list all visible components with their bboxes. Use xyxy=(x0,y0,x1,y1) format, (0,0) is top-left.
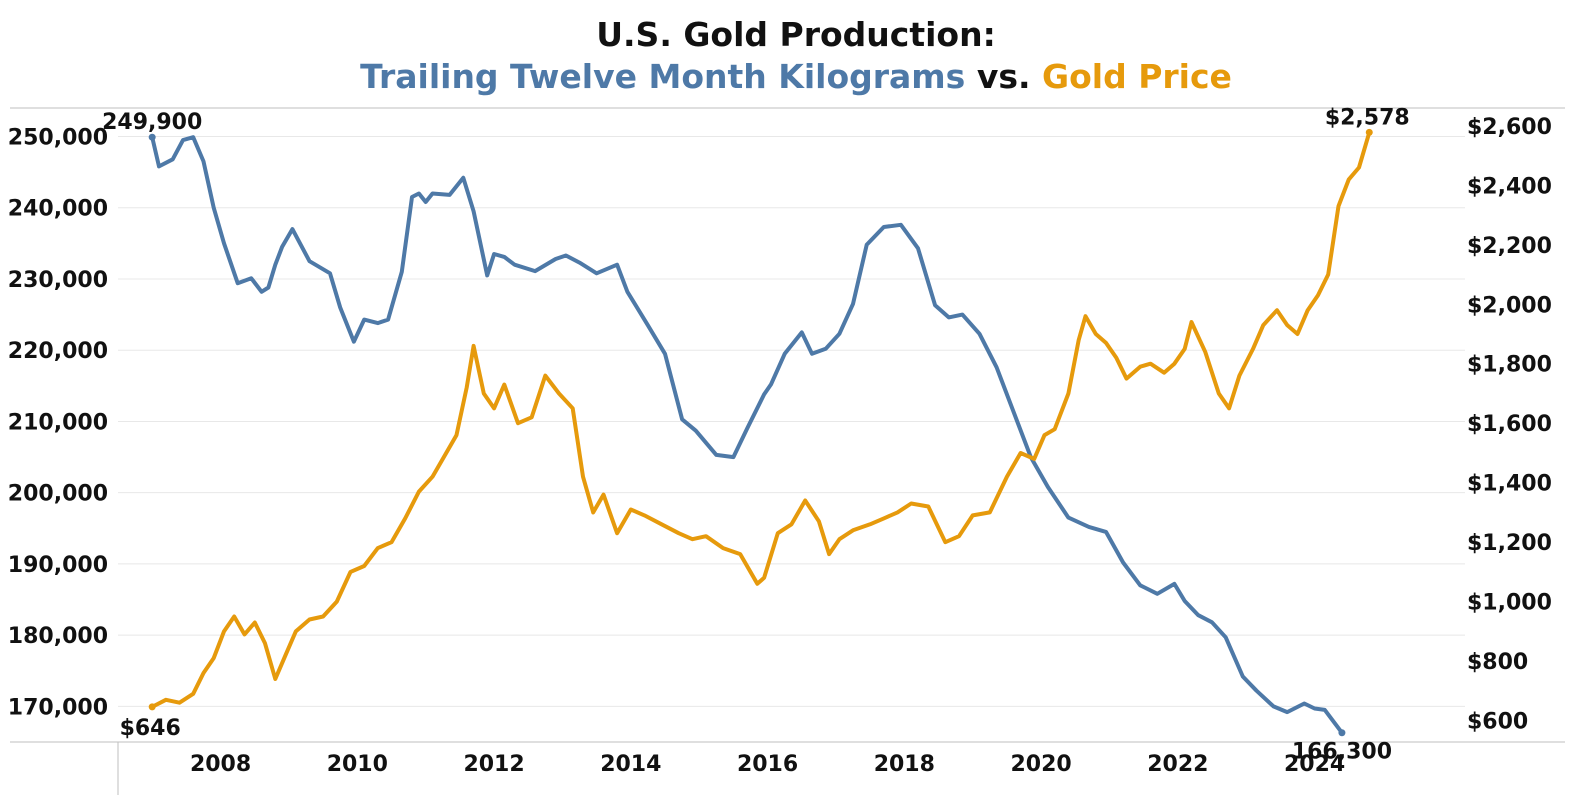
y-left-tick-label: 240,000 xyxy=(8,197,108,222)
y-left-tick-label: 220,000 xyxy=(8,339,108,364)
y-right-tick-label: $800 xyxy=(1467,650,1528,675)
production-end-point xyxy=(1338,729,1346,737)
x-tick-label: 2018 xyxy=(874,752,935,777)
chart-subtitle: Trailing Twelve Month Kilograms vs. Gold… xyxy=(0,56,1592,98)
x-tick-label: 2020 xyxy=(1010,752,1071,777)
y-left-tick-label: 250,000 xyxy=(8,125,108,150)
production-start-label: 249,900 xyxy=(102,110,202,135)
production-series-line xyxy=(150,135,1344,735)
y-left-tick-label: 190,000 xyxy=(8,553,108,578)
production-end-label: 166,300 xyxy=(1292,740,1392,765)
price-end-point xyxy=(1365,128,1373,136)
price-start-label: $646 xyxy=(120,716,181,741)
y-right-tick-label: $1,200 xyxy=(1467,531,1552,556)
chart-title-block: U.S. Gold Production: Trailing Twelve Mo… xyxy=(0,14,1592,98)
x-tick-label: 2012 xyxy=(463,752,524,777)
price-start-point xyxy=(148,703,156,711)
subtitle-price: Gold Price xyxy=(1042,57,1232,96)
price-series-line xyxy=(150,130,1372,709)
y-right-tick-label: $2,400 xyxy=(1467,174,1552,199)
y-right-tick-label: $600 xyxy=(1467,710,1528,735)
x-tick-label: 2024 xyxy=(1284,752,1345,777)
price-end-label: $2,578 xyxy=(1325,105,1410,130)
x-tick-label: 2016 xyxy=(737,752,798,777)
y-right-tick-label: $1,000 xyxy=(1467,591,1552,616)
production-start-point xyxy=(148,133,156,141)
subtitle-production: Trailing Twelve Month Kilograms xyxy=(360,57,966,96)
y-left-tick-label: 210,000 xyxy=(8,410,108,435)
y-right-tick-label: $2,600 xyxy=(1467,115,1552,140)
y-right-tick-label: $2,000 xyxy=(1467,293,1552,318)
x-tick-label: 2010 xyxy=(327,752,388,777)
y-right-tick-label: $1,600 xyxy=(1467,412,1552,437)
y-left-tick-label: 200,000 xyxy=(8,482,108,507)
x-tick-label: 2014 xyxy=(600,752,661,777)
x-tick-label: 2022 xyxy=(1147,752,1208,777)
y-right-tick-label: $1,400 xyxy=(1467,472,1552,497)
y-right-tick-label: $1,800 xyxy=(1467,353,1552,378)
y-left-tick-label: 170,000 xyxy=(8,695,108,720)
y-right-tick-label: $2,200 xyxy=(1467,234,1552,259)
subtitle-vs: vs. xyxy=(976,57,1031,96)
y-left-tick-label: 180,000 xyxy=(8,624,108,649)
y-left-tick-label: 230,000 xyxy=(8,268,108,293)
x-tick-label: 2008 xyxy=(190,752,251,777)
chart-title: U.S. Gold Production: xyxy=(596,15,996,54)
